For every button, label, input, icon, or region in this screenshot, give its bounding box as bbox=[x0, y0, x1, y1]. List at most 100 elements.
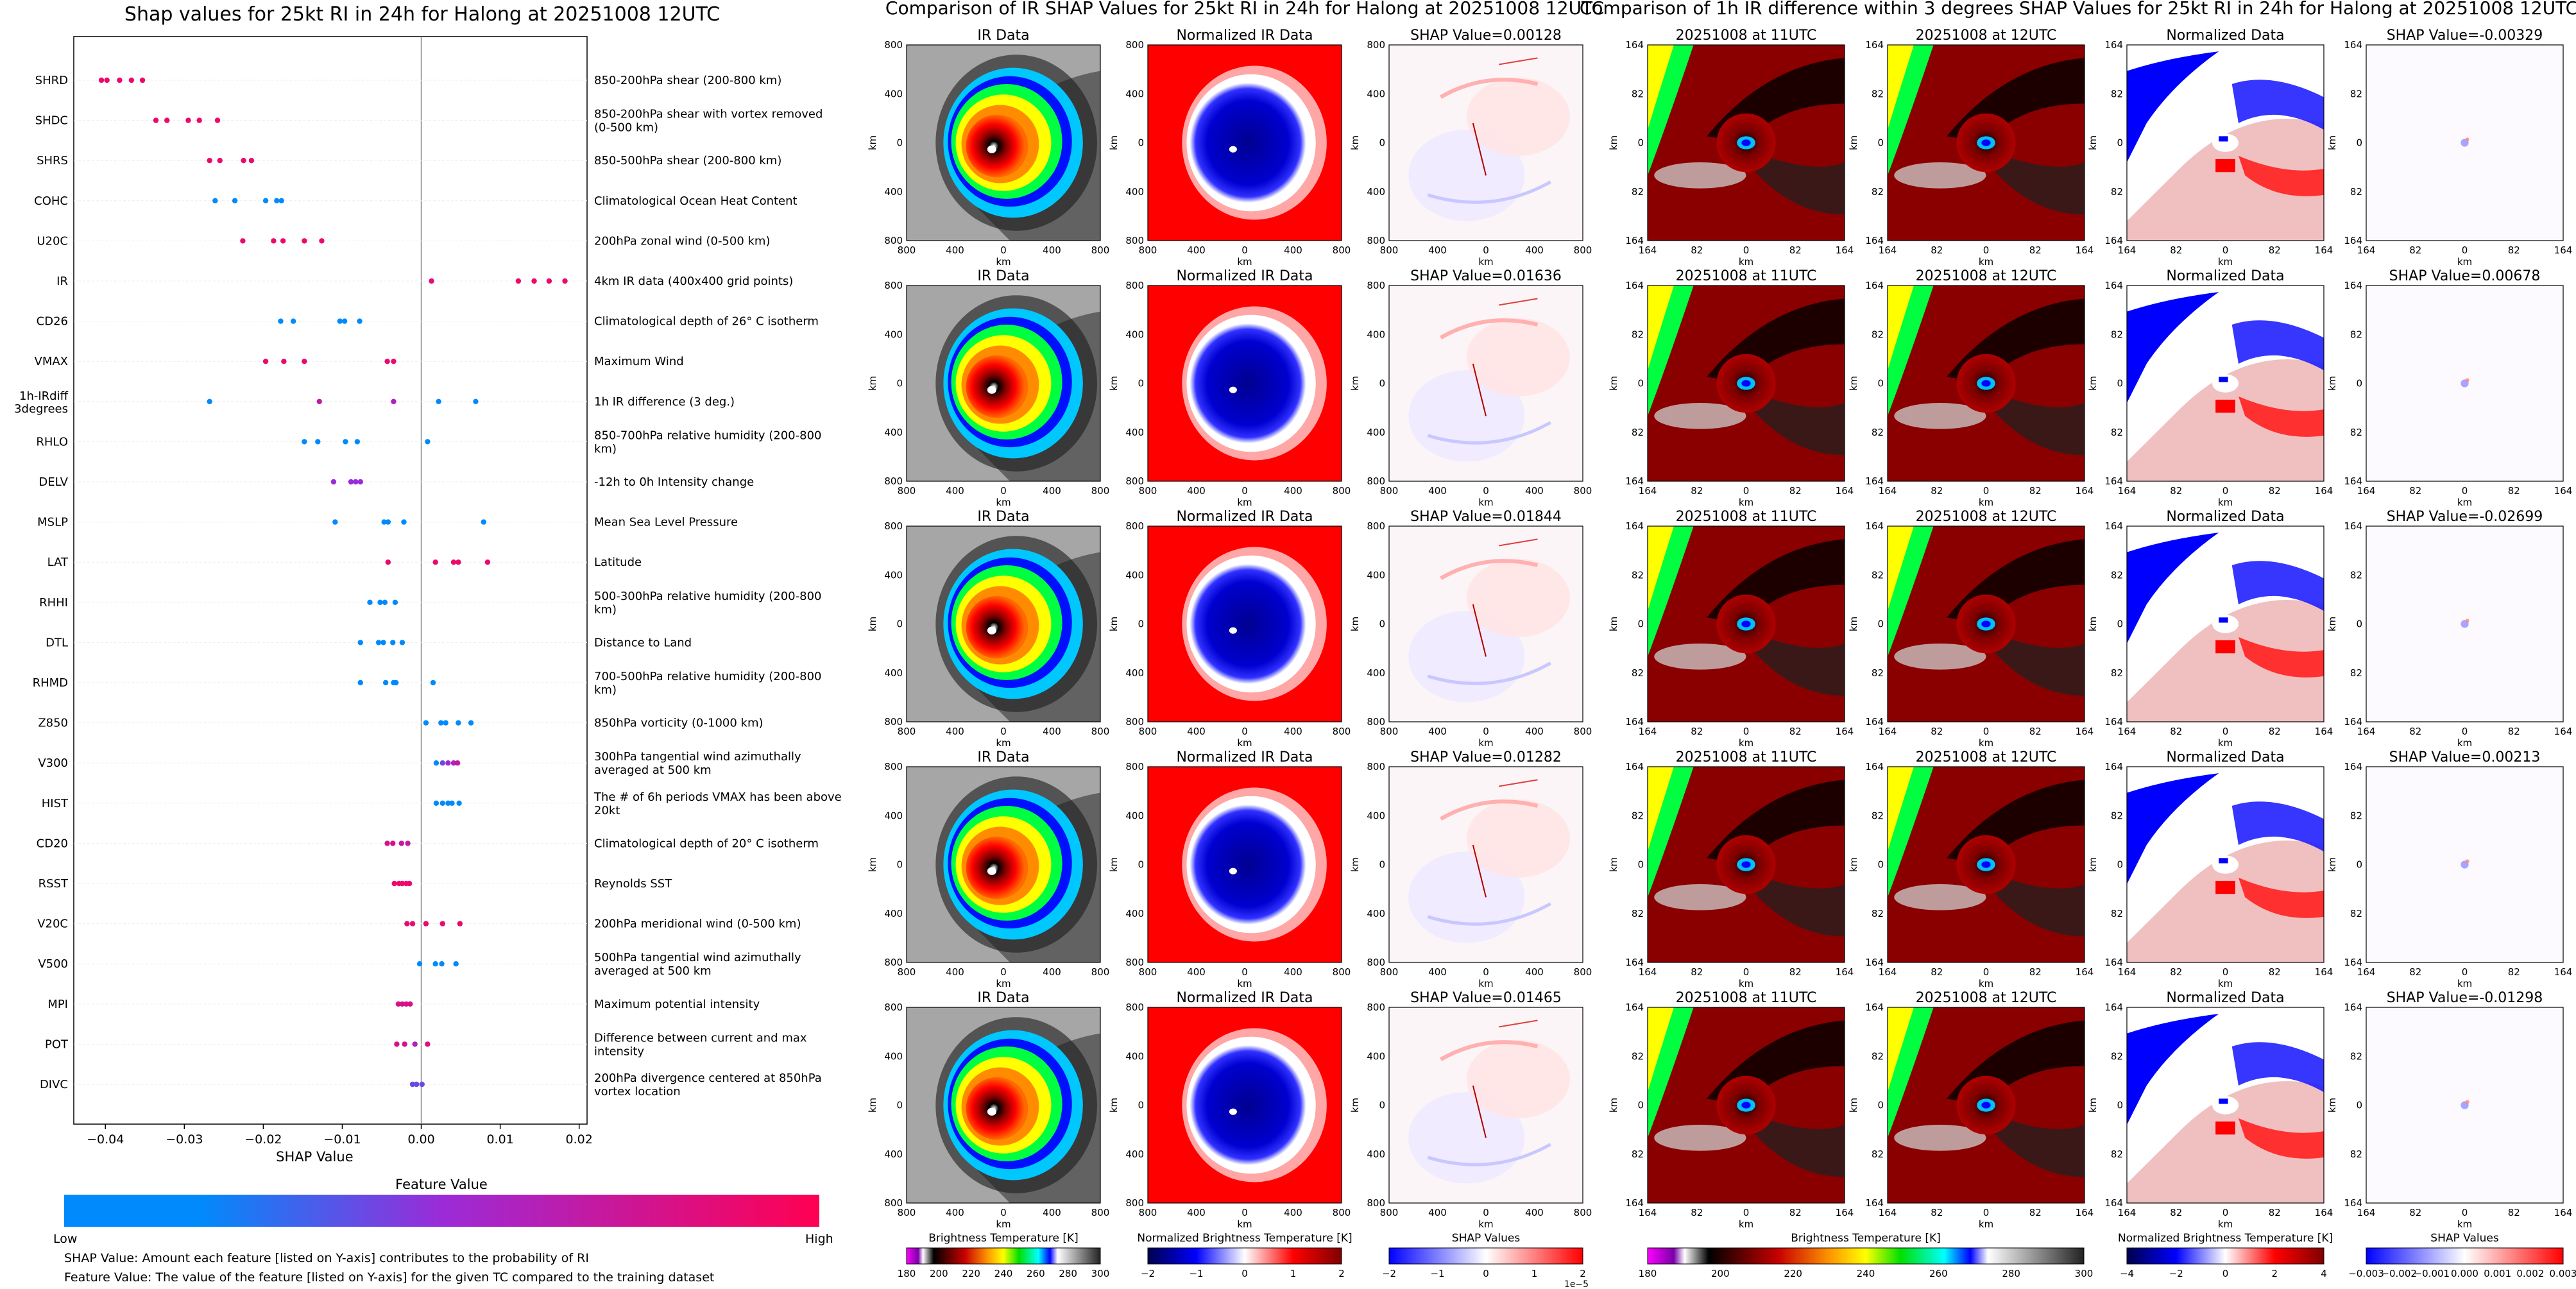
shap-point bbox=[240, 238, 246, 244]
shap-point bbox=[423, 921, 429, 926]
panel-y-tick-label: 400 bbox=[884, 1050, 903, 1062]
panel-x-tick-label: 800 bbox=[898, 966, 916, 978]
ir-shap-frame bbox=[1388, 1007, 1583, 1204]
diff-shap-title: SHAP Value=-0.01298 bbox=[2387, 990, 2543, 1006]
panel-x-tick-label: 400 bbox=[1043, 485, 1061, 497]
panel-y-tick-label: 800 bbox=[1125, 1002, 1144, 1013]
panel-y-axis-label: km bbox=[1108, 617, 1120, 631]
shap-point bbox=[432, 559, 438, 565]
panel-x-tick-label: 82 bbox=[2269, 1207, 2281, 1218]
feature-name-label: CD26 bbox=[37, 315, 68, 329]
panel-y-tick-label: 82 bbox=[1872, 427, 1884, 438]
diff-shap-frame bbox=[2366, 44, 2564, 241]
shap-point bbox=[439, 961, 445, 967]
ir-12utc-title: 20251008 at 12UTC bbox=[1916, 28, 2057, 44]
panel-y-axis-label: km bbox=[1108, 857, 1120, 872]
panel-y-tick-label: 164 bbox=[2344, 280, 2362, 291]
panel-y-tick-label: 800 bbox=[1125, 520, 1144, 532]
ir-shap-title: SHAP Value=0.01465 bbox=[1410, 990, 1562, 1006]
ir-data-image bbox=[907, 767, 1100, 962]
feature-description-label: 500hPa tangential wind azimuthally bbox=[594, 951, 801, 964]
ir-11utc-image bbox=[1648, 286, 1845, 481]
feature-description-label: 850-700hPa relative humidity (200-800 bbox=[594, 429, 821, 442]
feature-name-label: CD20 bbox=[37, 837, 68, 850]
panel-x-tick-label: 0 bbox=[2462, 244, 2468, 256]
panel-y-tick-label: 82 bbox=[2111, 1050, 2123, 1062]
panel-x-tick-label: 400 bbox=[1284, 244, 1302, 256]
panel-x-tick-label: 164 bbox=[2357, 966, 2376, 978]
panel-y-tick-label: 400 bbox=[1367, 329, 1385, 340]
panel-x-tick-label: 164 bbox=[1639, 726, 1657, 737]
shap-point bbox=[381, 519, 387, 525]
normalized-diff-frame bbox=[2126, 44, 2324, 241]
panel-y-tick-label: 800 bbox=[884, 1197, 903, 1209]
panel-x-tick-label: 400 bbox=[1187, 244, 1206, 256]
shap-point bbox=[515, 278, 522, 284]
panel-x-tick-label: 164 bbox=[2118, 244, 2137, 256]
colorbar-tick-label: 280 bbox=[2002, 1268, 2020, 1279]
panel-y-tick-label: 82 bbox=[2111, 329, 2123, 340]
panel-x-tick-label: 400 bbox=[1525, 244, 1544, 256]
panel-x-tick-label: 800 bbox=[1574, 966, 1592, 978]
panel-y-tick-label: 82 bbox=[1872, 810, 1884, 821]
colorbar-tick-label: 0 bbox=[2222, 1268, 2229, 1279]
colorbar-tick-label: −0.003 bbox=[2348, 1268, 2384, 1279]
panel-y-axis-label: km bbox=[1608, 857, 1619, 872]
normalized-diff-title: Normalized Data bbox=[2166, 268, 2284, 284]
panel-x-tick-label: 82 bbox=[2508, 966, 2520, 978]
panel-x-tick-label: 164 bbox=[2118, 1207, 2137, 1218]
panel-y-tick-label: 0 bbox=[1637, 1100, 1644, 1111]
panel-x-tick-label: 800 bbox=[1333, 966, 1351, 978]
shap-point bbox=[302, 439, 307, 445]
panel-y-tick-label: 400 bbox=[1125, 88, 1144, 99]
panel-x-tick-label: 82 bbox=[1789, 726, 1802, 737]
panel-x-axis-label: km bbox=[2218, 978, 2233, 989]
shap-point bbox=[432, 961, 438, 967]
panel-y-tick-label: 800 bbox=[1125, 475, 1144, 487]
panel-y-tick-label: 164 bbox=[2344, 235, 2362, 246]
panel-y-tick-label: 0 bbox=[1877, 137, 1884, 149]
feature-description-label: km) bbox=[594, 442, 617, 456]
panel-y-tick-label: 82 bbox=[2111, 1148, 2123, 1160]
panel-y-tick-label: 82 bbox=[2350, 908, 2362, 919]
ir-data-frame bbox=[906, 766, 1101, 963]
shap-point bbox=[278, 318, 284, 324]
shap-point bbox=[353, 479, 359, 485]
panel-x-axis-label: km bbox=[996, 1218, 1011, 1230]
ir-11utc-title: 20251008 at 11UTC bbox=[1676, 509, 1817, 525]
shap-point bbox=[438, 720, 444, 726]
shap-point bbox=[404, 921, 410, 926]
panel-y-tick-label: 164 bbox=[2344, 1197, 2362, 1209]
normalized-ir-frame bbox=[1147, 285, 1342, 482]
panel-x-tick-label: 0 bbox=[2222, 1207, 2229, 1218]
panel-x-tick-label: 82 bbox=[2029, 485, 2042, 497]
panel-y-tick-label: 400 bbox=[1125, 667, 1144, 679]
panel-y-tick-label: 400 bbox=[1125, 186, 1144, 198]
normalized-ir-frame bbox=[1147, 44, 1342, 241]
shap-point bbox=[449, 800, 455, 807]
panel-x-tick-label: 800 bbox=[1091, 485, 1110, 497]
normalized-ir-image bbox=[1148, 767, 1342, 962]
panel-y-tick-label: 0 bbox=[1379, 619, 1385, 630]
feature-colorbar bbox=[64, 1195, 819, 1227]
feature-name-label: RHHI bbox=[39, 596, 68, 610]
diff-shap-title: SHAP Value=0.00678 bbox=[2389, 268, 2541, 284]
shap-point bbox=[185, 117, 191, 123]
shap-point bbox=[153, 117, 159, 123]
panel-y-axis-label: km bbox=[1349, 617, 1361, 631]
panel-x-tick-label: 82 bbox=[2269, 966, 2281, 978]
colorbar-tick-label: 240 bbox=[994, 1268, 1013, 1279]
shap-point bbox=[302, 359, 307, 364]
panel-y-tick-label: 164 bbox=[1865, 957, 1884, 968]
panel-x-tick-label: 400 bbox=[946, 726, 964, 737]
diff-shap-image bbox=[2366, 286, 2563, 481]
feature-description-label: 850-500hPa shear (200-800 km) bbox=[594, 154, 781, 167]
panel-x-tick-label: 0 bbox=[2462, 966, 2468, 978]
panel-y-tick-label: 82 bbox=[2350, 1050, 2362, 1062]
shap-point bbox=[212, 198, 218, 203]
panel-y-tick-label: 164 bbox=[1865, 520, 1884, 532]
shap-point bbox=[281, 359, 287, 364]
panel-y-tick-label: 164 bbox=[2344, 39, 2362, 51]
panel-y-tick-label: 0 bbox=[1877, 1100, 1884, 1111]
ir-data-frame bbox=[906, 525, 1101, 722]
